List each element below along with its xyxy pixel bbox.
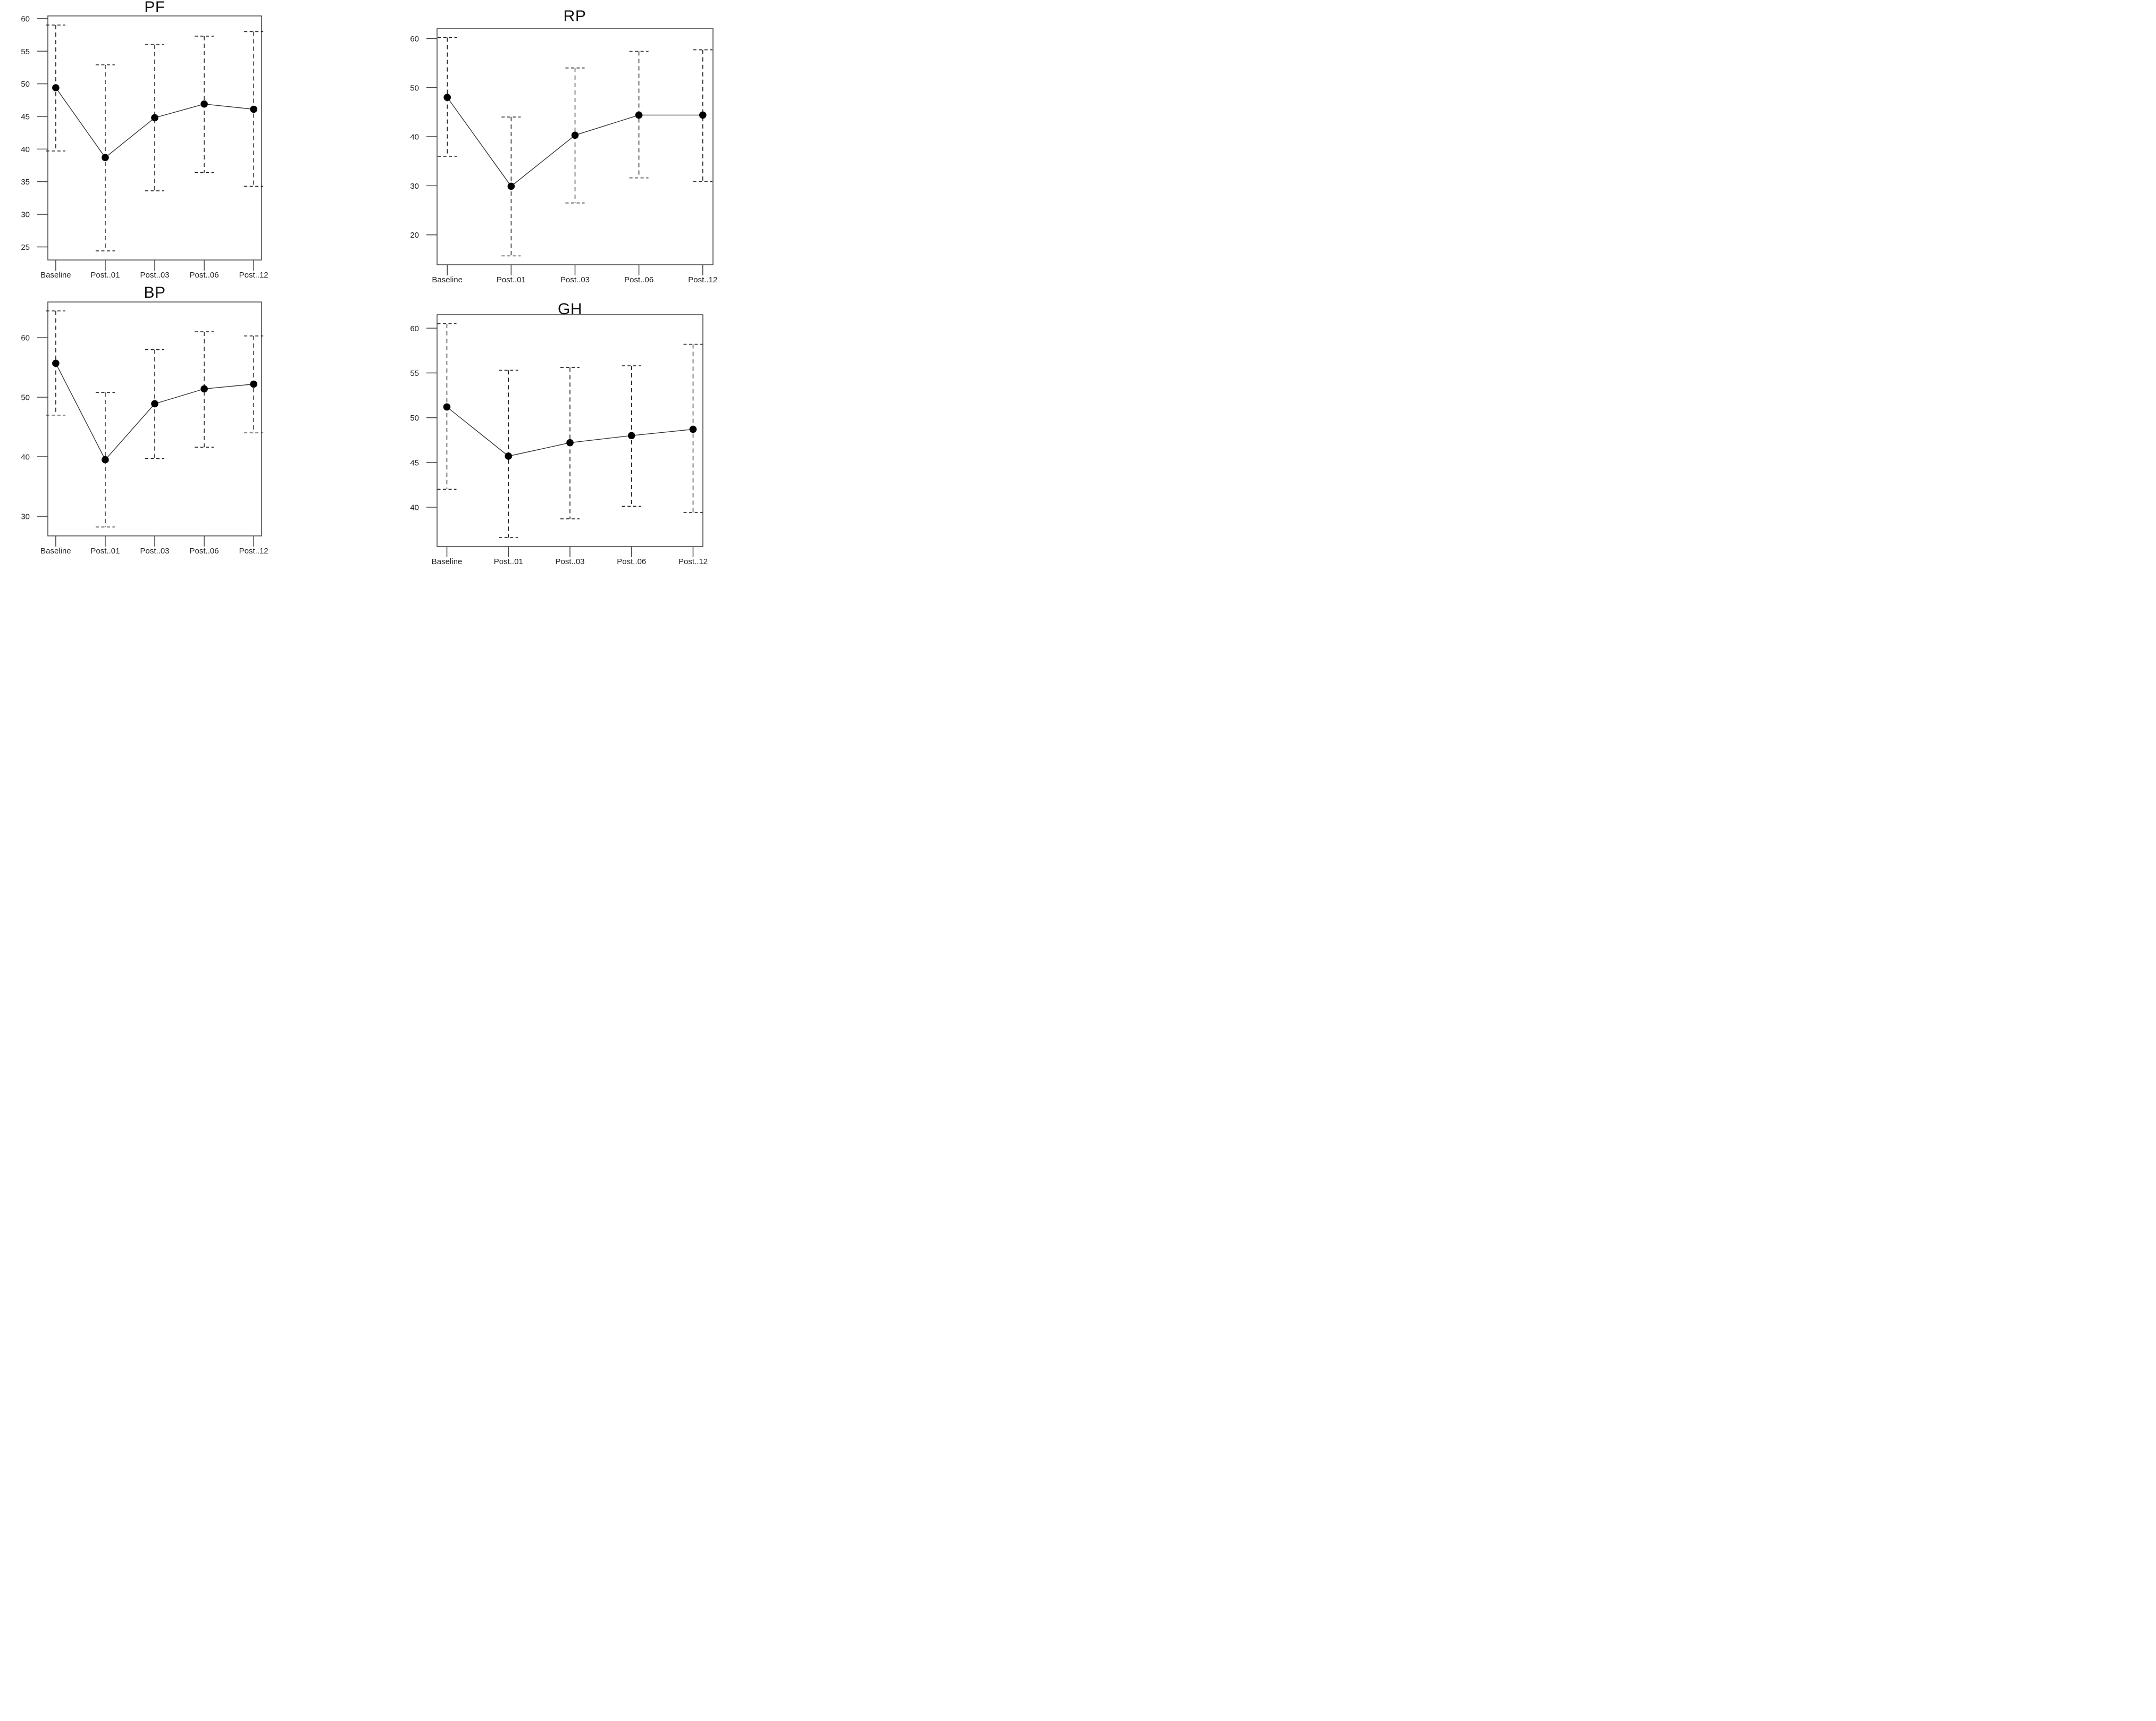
y-tick-label: 50	[21, 80, 30, 89]
chart-panel-rp: 20 30 40 50 60 Baseline Post..01 Post..03 Post..…	[404, 0, 719, 290]
mean-point	[102, 154, 109, 162]
mean-point	[102, 456, 109, 464]
x-tick-label: Post..01	[90, 547, 120, 556]
mean-point	[507, 182, 515, 190]
chart-panel-gh: 40 45 50 55 60 Baseline Post..01 Post..03 Post..…	[404, 286, 719, 574]
y-tick-label: 40	[21, 453, 30, 462]
y-tick-label: 60	[21, 14, 30, 23]
mean-point	[566, 439, 574, 447]
x-tick-label: Post..12	[239, 271, 269, 280]
mean-point	[250, 380, 257, 388]
mean-point	[200, 100, 208, 108]
y-tick-label: 55	[410, 369, 419, 378]
rp-plot: 20 30 40 50 60 Baseline Post..01 Post..03 Post..…	[410, 28, 717, 284]
y-tick-label: 60	[410, 35, 419, 44]
x-tick-label: Post..06	[624, 275, 653, 284]
x-tick-label: Post..06	[190, 547, 219, 556]
y-tick-label: 20	[410, 231, 419, 240]
pf-plot: 25 30 35 40 45 50 55 60 Baseline Post..01 Post..03…	[21, 14, 269, 280]
mean-point	[52, 359, 60, 367]
mean-point	[151, 114, 158, 122]
chart-panel-bp: 30 40 50 60 Baseline Post..01 Post..03 Post..06…	[0, 284, 287, 574]
mean-point	[689, 425, 697, 433]
y-tick-label: 50	[410, 414, 419, 423]
y-tick-label: 30	[21, 513, 30, 522]
x-tick-label: Post..03	[140, 271, 169, 280]
y-tick-label: 30	[410, 182, 419, 191]
mean-point	[200, 385, 208, 393]
x-tick-label: Post..06	[617, 557, 646, 566]
y-tick-label: 40	[21, 145, 30, 154]
chart-title-gh: GH	[558, 300, 582, 318]
mean-point	[505, 452, 513, 460]
x-tick-label: Post..01	[494, 557, 523, 566]
mean-point	[571, 131, 579, 139]
y-tick-label: 45	[21, 113, 30, 122]
x-tick-label: Post..06	[190, 271, 219, 280]
mean-point	[699, 111, 707, 119]
y-tick-label: 40	[410, 503, 419, 512]
x-tick-label: Baseline	[432, 557, 463, 566]
mean-point	[52, 84, 60, 91]
y-tick-label: 25	[21, 243, 30, 252]
y-tick-label: 60	[410, 324, 419, 333]
x-tick-label: Baseline	[40, 271, 71, 280]
x-tick-label: Baseline	[40, 547, 71, 556]
x-tick-label: Post..01	[90, 271, 120, 280]
chart-panel-pf: 25 30 35 40 45 50 55 60 Baseline Post..01 Post..03…	[0, 0, 287, 287]
mean-point	[635, 111, 643, 119]
x-tick-label: Baseline	[432, 275, 463, 284]
y-tick-label: 30	[21, 211, 30, 220]
plot-border	[437, 28, 714, 265]
x-tick-label: Post..03	[560, 275, 590, 284]
chart-title-rp: RP	[563, 7, 586, 25]
x-tick-label: Post..01	[497, 275, 526, 284]
mean-point	[443, 403, 451, 411]
bp-plot: 30 40 50 60 Baseline Post..01 Post..03 Post..06…	[21, 301, 269, 556]
y-tick-label: 50	[21, 393, 30, 402]
chart-title-pf: PF	[144, 0, 165, 16]
gh-plot: 40 45 50 55 60 Baseline Post..01 Post..03 Post..…	[410, 314, 708, 566]
x-tick-label: Post..12	[239, 547, 269, 556]
x-tick-label: Post..12	[688, 275, 717, 284]
y-tick-label: 60	[21, 334, 30, 343]
x-tick-label: Post..03	[140, 547, 169, 556]
mean-point	[151, 400, 158, 408]
chart-title-bp: BP	[144, 284, 166, 301]
y-tick-label: 35	[21, 178, 30, 187]
y-tick-label: 50	[410, 83, 419, 93]
x-tick-label: Post..12	[678, 557, 708, 566]
y-tick-label: 40	[410, 133, 419, 142]
mean-point	[443, 94, 451, 102]
x-tick-label: Post..03	[555, 557, 584, 566]
mean-point	[627, 432, 635, 440]
mean-point	[250, 105, 257, 113]
y-tick-label: 45	[410, 458, 419, 467]
y-tick-label: 55	[21, 47, 30, 56]
figure-canvas: 25 30 35 40 45 50 55 60 Baseline Post..01 Post..03…	[0, 0, 719, 574]
